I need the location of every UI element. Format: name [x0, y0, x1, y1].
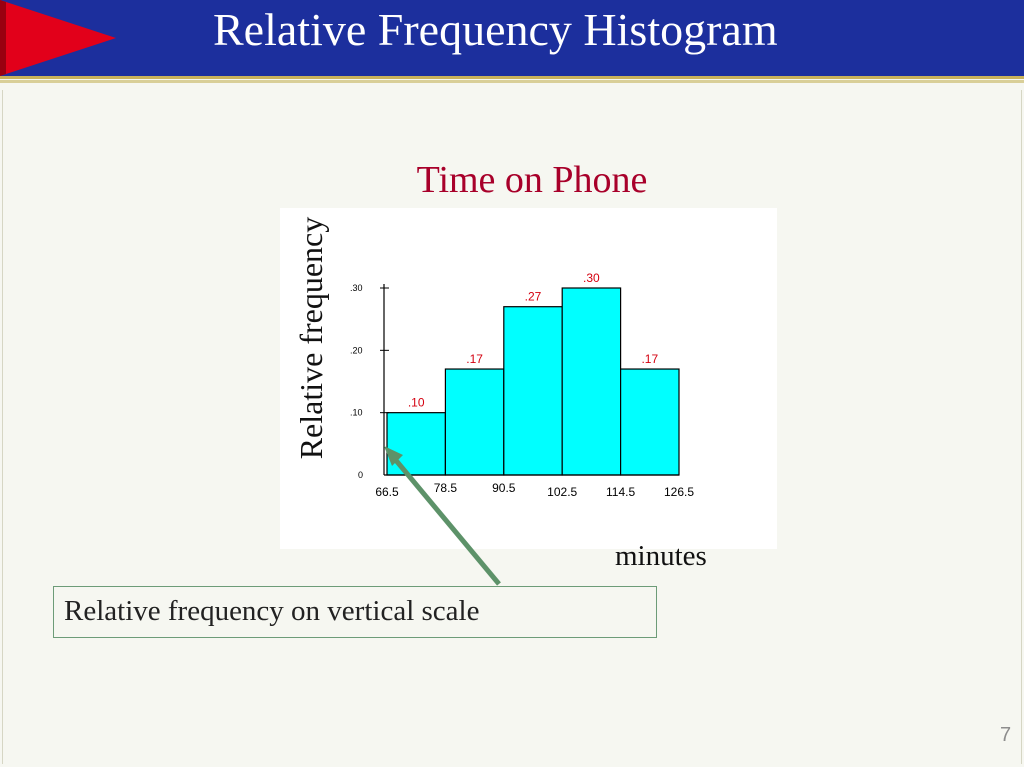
histogram-bar: [620, 368, 680, 476]
x-tick-label: 66.5: [375, 485, 399, 499]
x-tick-label: 114.5: [606, 485, 635, 499]
page-number: 7: [1000, 724, 1012, 746]
bar-value-label: .10: [408, 396, 425, 410]
histogram-bar: [561, 287, 622, 476]
histogram-bar: [503, 306, 563, 476]
y-tick-label: 0: [358, 470, 363, 480]
x-tick-label: 102.5: [547, 485, 577, 499]
callout-box: Relative frequency on vertical scale: [53, 586, 657, 638]
header-rule-secondary: [0, 80, 1024, 83]
y-tick-label: .30: [350, 283, 363, 293]
bar-value-label: .30: [583, 271, 600, 285]
bar-value-label: .27: [525, 290, 542, 304]
x-tick-label: 126.5: [664, 485, 694, 499]
red-pennant-icon: [0, 0, 116, 76]
callout-text: Relative frequency on vertical scale: [64, 595, 480, 627]
x-tick-label: 90.5: [492, 481, 516, 495]
chart-area: .10 .17 .27 .30 .17 0 .10 .20 .30 66.5 78.5 90.5 102…: [280, 208, 777, 549]
slide-title: Relative Frequency Histogram: [213, 4, 778, 55]
y-tick-label: .10: [350, 408, 363, 418]
title-bar: Relative Frequency Histogram: [0, 0, 1024, 76]
bar-value-label: .17: [466, 352, 483, 366]
chart-title: Time on Phone: [416, 159, 648, 201]
header-rule: [0, 76, 1024, 79]
bar-value-label: .17: [641, 352, 658, 366]
x-axis-title: minutes: [615, 540, 707, 572]
histogram-chart: .10 .17 .27 .30 .17 0 .10 .20 .30 66.5 78.5 90.5 102…: [350, 271, 694, 499]
histogram-bar: [444, 368, 505, 476]
x-tick-label: 78.5: [434, 481, 458, 495]
y-tick-label: .20: [350, 345, 363, 355]
